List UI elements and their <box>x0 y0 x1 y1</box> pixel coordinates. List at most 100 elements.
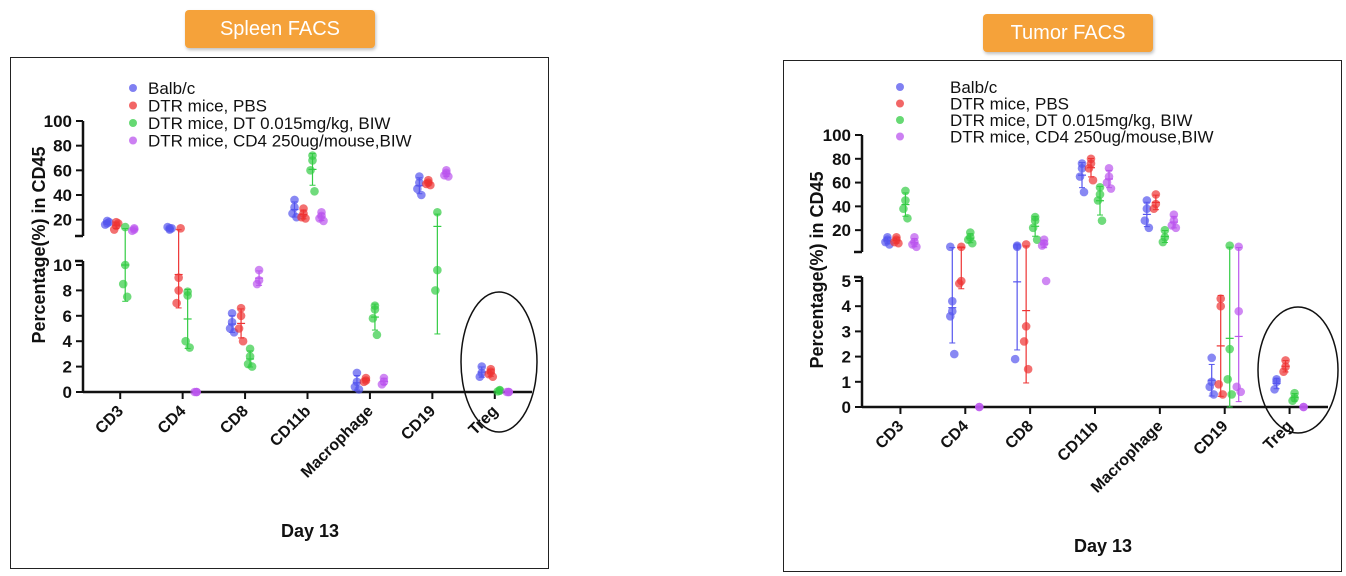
tumor-facs-badge: Tumor FACS <box>983 14 1153 52</box>
x-tick-label-cd8: CD8 <box>1002 418 1037 453</box>
data-point <box>1142 204 1152 214</box>
data-point <box>1104 164 1114 173</box>
treg-highlight-ellipse <box>460 291 538 433</box>
spleen-facs-badge: Spleen FACS <box>185 10 375 48</box>
y-tick-label: 10 <box>53 256 72 275</box>
legend-label-dtr-mice-dt-0-015mg-kg-biw: DTR mice, DT 0.015mg/kg, BIW <box>148 114 390 133</box>
data-point <box>1216 301 1226 311</box>
legend-marker <box>896 99 904 108</box>
data-point <box>433 207 442 217</box>
y-tick-label: 2 <box>842 348 851 367</box>
data-point <box>1140 216 1150 225</box>
y-tick-label: 5 <box>842 272 851 291</box>
data-point <box>1234 242 1244 252</box>
data-point <box>306 166 315 175</box>
data-point <box>945 311 955 321</box>
data-point <box>1095 183 1105 192</box>
data-point <box>238 336 248 346</box>
data-point <box>431 286 440 295</box>
data-point <box>120 222 130 232</box>
legend-label-balb-c: Balb/c <box>950 78 998 97</box>
legend-marker <box>896 116 904 124</box>
x-tick-label-cd4: CD4 <box>937 418 972 453</box>
x-tick-label-cd19: CD19 <box>1191 418 1232 459</box>
data-point <box>502 387 512 397</box>
legend-marker <box>129 101 137 110</box>
legend-marker <box>896 132 904 141</box>
data-point <box>174 273 183 283</box>
data-point <box>190 387 199 397</box>
data-point <box>120 260 130 270</box>
data-point <box>368 314 378 323</box>
data-point <box>493 387 503 396</box>
data-point <box>947 296 957 306</box>
data-point <box>1236 387 1246 397</box>
data-point <box>1077 164 1087 173</box>
x-tick-label-cd3: CD3 <box>873 418 908 453</box>
data-point <box>903 213 912 223</box>
data-point <box>183 291 192 300</box>
data-point <box>444 172 453 181</box>
data-point <box>245 352 255 361</box>
data-point <box>1209 390 1219 399</box>
data-point <box>1028 223 1038 233</box>
y-tick-label: 8 <box>63 281 72 300</box>
data-point <box>127 226 137 236</box>
data-point <box>1037 241 1047 250</box>
data-point <box>1023 364 1033 374</box>
data-point <box>227 308 237 318</box>
y-axis-title: Percentage(%) in CD45 <box>29 146 49 343</box>
y-tick-label: 60 <box>53 161 72 180</box>
data-point <box>359 377 369 387</box>
data-point <box>1021 322 1031 331</box>
data-point <box>1142 196 1152 205</box>
data-point <box>417 190 426 200</box>
data-point <box>1218 390 1228 399</box>
legend-label-dtr-mice-dt-0-015mg-kg-biw: DTR mice, DT 0.015mg/kg, BIW <box>950 111 1192 130</box>
data-point <box>1010 354 1020 364</box>
data-point <box>1234 306 1244 316</box>
data-point <box>974 402 984 412</box>
data-point <box>1223 374 1233 384</box>
data-point <box>1012 242 1022 252</box>
data-point <box>912 242 921 252</box>
data-point <box>174 286 183 295</box>
y-tick-label: 4 <box>63 332 73 351</box>
data-point <box>181 336 190 346</box>
treg-highlight-ellipse <box>1257 306 1339 434</box>
data-point <box>967 238 977 248</box>
y-tick-label: 2 <box>63 358 72 377</box>
data-point <box>1041 276 1051 286</box>
data-point <box>377 380 387 389</box>
data-point <box>252 279 262 289</box>
data-point <box>247 362 257 371</box>
data-point <box>945 242 955 252</box>
spleen-panel-frame <box>10 57 549 569</box>
y-tick-label: 80 <box>832 150 851 169</box>
legend-label-dtr-mice-cd4-250ug-mouse-biw: DTR mice, CD4 250ug/mouse,BIW <box>148 132 412 151</box>
data-point <box>477 362 487 371</box>
data-point <box>370 305 380 314</box>
data-point <box>354 385 364 394</box>
legend-marker <box>129 119 137 127</box>
data-point <box>308 156 317 165</box>
data-point <box>1151 190 1161 199</box>
data-point <box>1144 223 1154 233</box>
data-point <box>236 303 246 313</box>
data-point <box>1225 241 1235 250</box>
x-tick-label-treg: Treg <box>1260 418 1296 454</box>
x-tick-label-cd11b: CD11b <box>1055 418 1102 465</box>
data-point <box>167 224 176 233</box>
legend-label-balb-c: Balb/c <box>148 79 196 98</box>
legend-marker <box>129 136 137 145</box>
data-point <box>426 180 435 190</box>
data-point <box>185 343 194 352</box>
data-point <box>310 187 319 196</box>
data-point <box>122 292 132 302</box>
data-point <box>1088 175 1098 185</box>
data-point <box>109 225 119 234</box>
data-point <box>956 242 966 252</box>
y-tick-label: 4 <box>842 297 852 316</box>
data-point <box>1169 210 1179 219</box>
